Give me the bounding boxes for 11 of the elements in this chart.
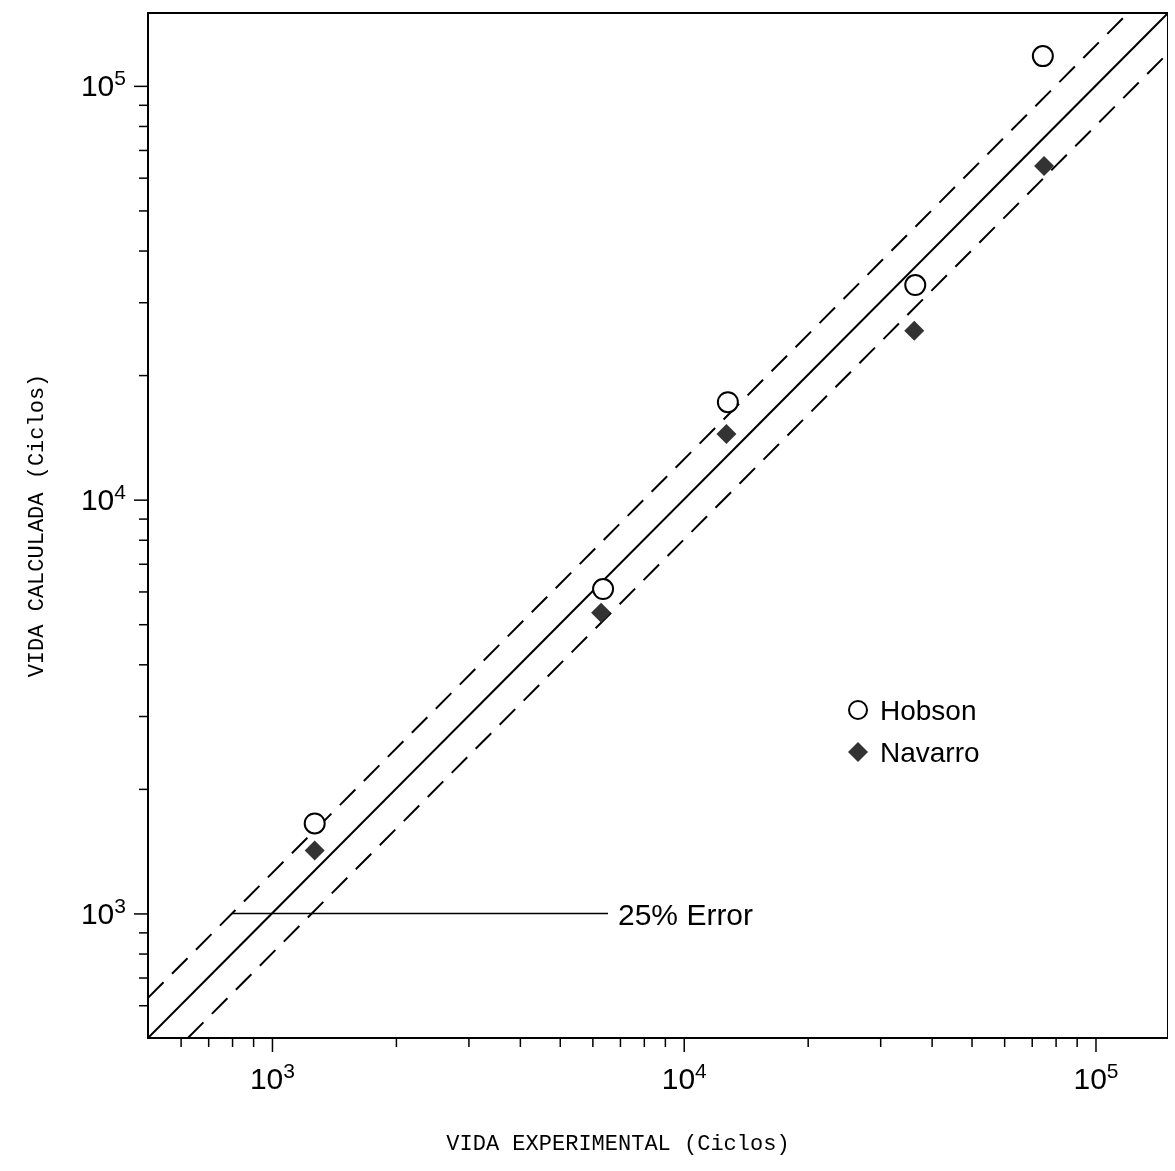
y-axis-title: VIDA CALCULADA (Ciclos): [25, 373, 50, 678]
legend-label: Navarro: [880, 737, 980, 768]
x-axis-title: VIDA EXPERIMENTAL (Ciclos): [446, 1132, 790, 1157]
y-tick-label: 10$^{5}$: [80, 65, 126, 102]
y-tick-label: 10$^{4}$: [80, 479, 127, 516]
x-tick-label: 10$^{5}$: [1073, 1058, 1119, 1096]
x-tick-label: 10$^{4}$: [661, 1058, 708, 1096]
annotation: 25% Error: [618, 898, 754, 932]
y-tick-label: 10$^{3}$: [80, 893, 126, 930]
legend-label: Hobson: [880, 695, 977, 726]
x-tick-label: 10$^{3}$: [249, 1058, 295, 1096]
